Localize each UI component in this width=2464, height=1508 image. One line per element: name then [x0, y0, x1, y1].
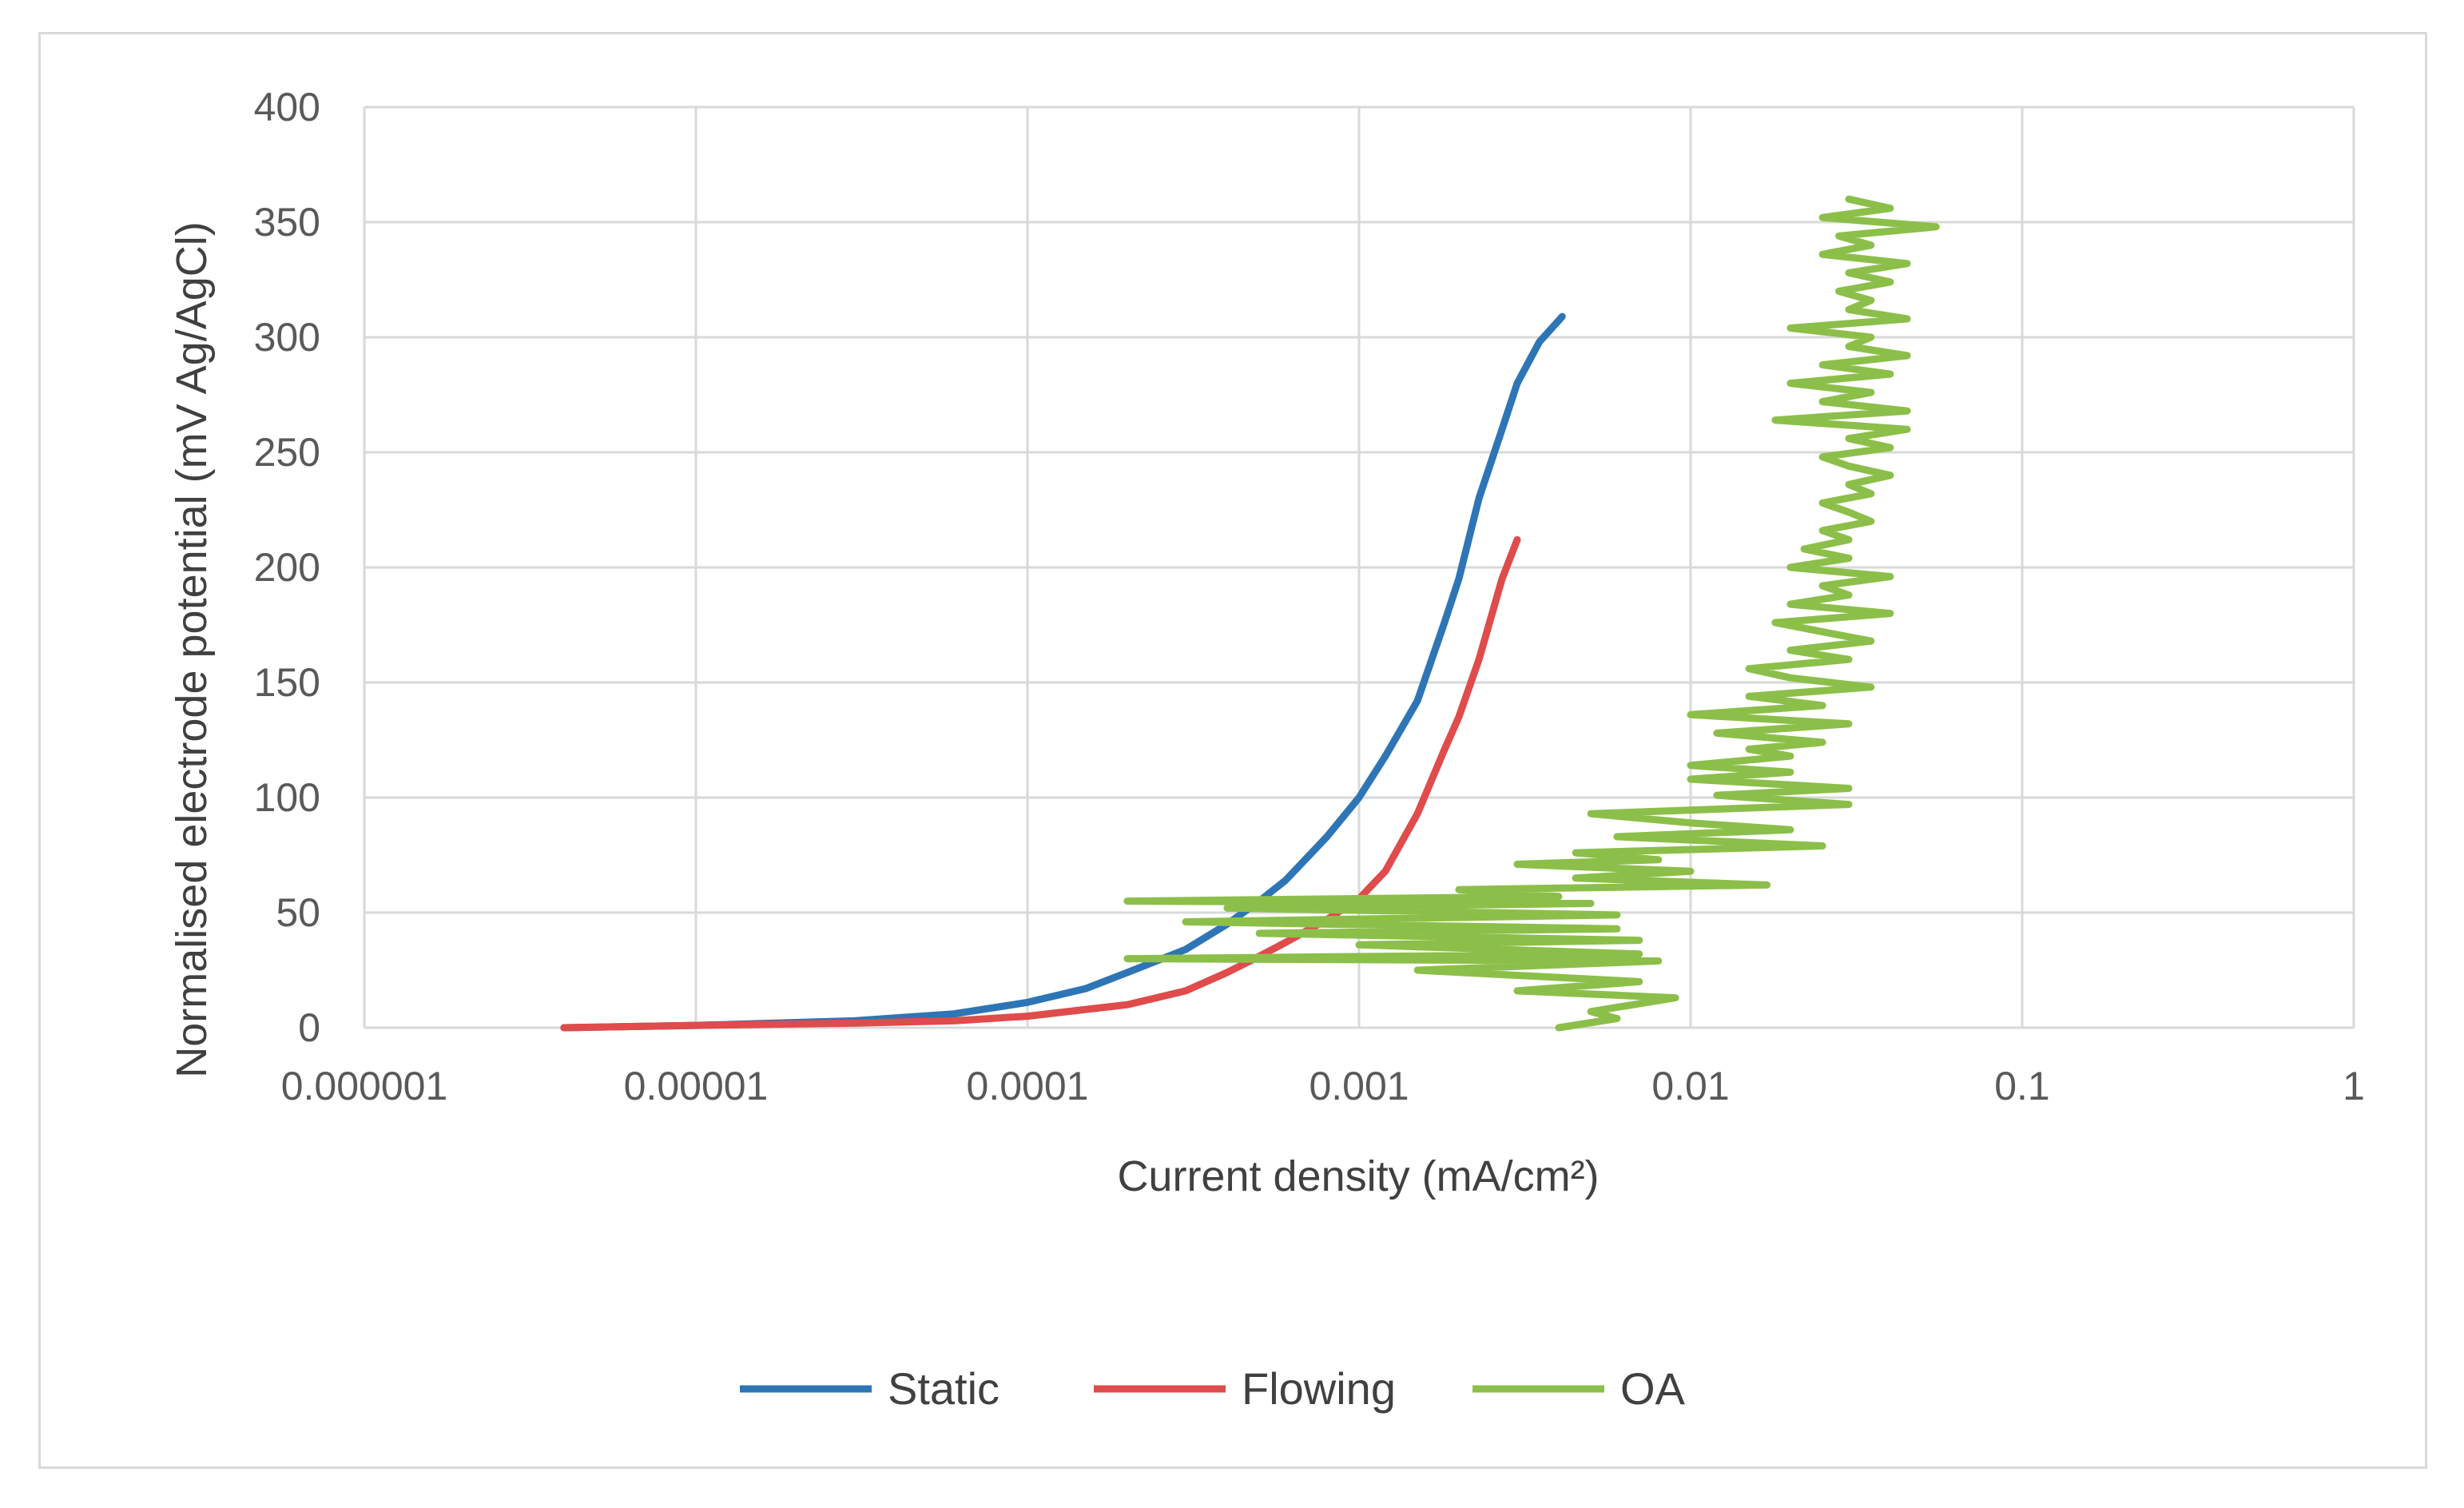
legend-label: Static	[888, 1363, 1000, 1414]
chart-frame	[38, 32, 2427, 1469]
grid-layer	[363, 105, 2355, 1029]
x-tick-label: 1	[2343, 1064, 2365, 1108]
x-tick-label: 0.001	[1309, 1064, 1409, 1108]
series-line-oa	[1123, 195, 1940, 1032]
legend-label: Flowing	[1242, 1363, 1396, 1414]
y-tick-label: 200	[254, 545, 320, 590]
y-tick-label: 150	[254, 660, 320, 705]
x-tick-label: 0.0001	[967, 1064, 1089, 1108]
x-axis-title: Current density (mA/cm²)	[1117, 1152, 1599, 1200]
x-tick-label: 0.000001	[281, 1064, 448, 1108]
series-layer	[560, 195, 1940, 1032]
y-tick-label: 100	[254, 775, 320, 820]
legend-label: OA	[1620, 1363, 1686, 1414]
y-tick-label: 350	[254, 200, 320, 245]
y-tick-label: 0	[298, 1005, 320, 1050]
y-tick-label: 250	[254, 430, 320, 475]
y-tick-label: 50	[276, 890, 320, 935]
series-line-static	[560, 312, 1566, 1032]
series-line-flowing	[560, 535, 1521, 1032]
y-axis-title: Normalised electrode potential (mV Ag/Ag…	[168, 221, 216, 1077]
tick-layer: 0.000001 0.00001 0.0001 0.001 0.01 0.1 1 0 50 100…	[254, 85, 2365, 1108]
x-tick-label: 0.1	[1994, 1064, 2050, 1108]
legend-item-oa: OA	[1472, 1363, 1686, 1414]
y-tick-label: 300	[254, 315, 320, 360]
legend-item-flowing: Flowing	[1094, 1363, 1396, 1414]
legend-item-static: Static	[740, 1363, 1000, 1414]
legend: Static Flowing OA	[740, 1363, 1686, 1414]
y-tick-label: 400	[254, 85, 320, 129]
x-tick-label: 0.00001	[624, 1064, 769, 1108]
x-tick-label: 0.01	[1651, 1064, 1729, 1108]
